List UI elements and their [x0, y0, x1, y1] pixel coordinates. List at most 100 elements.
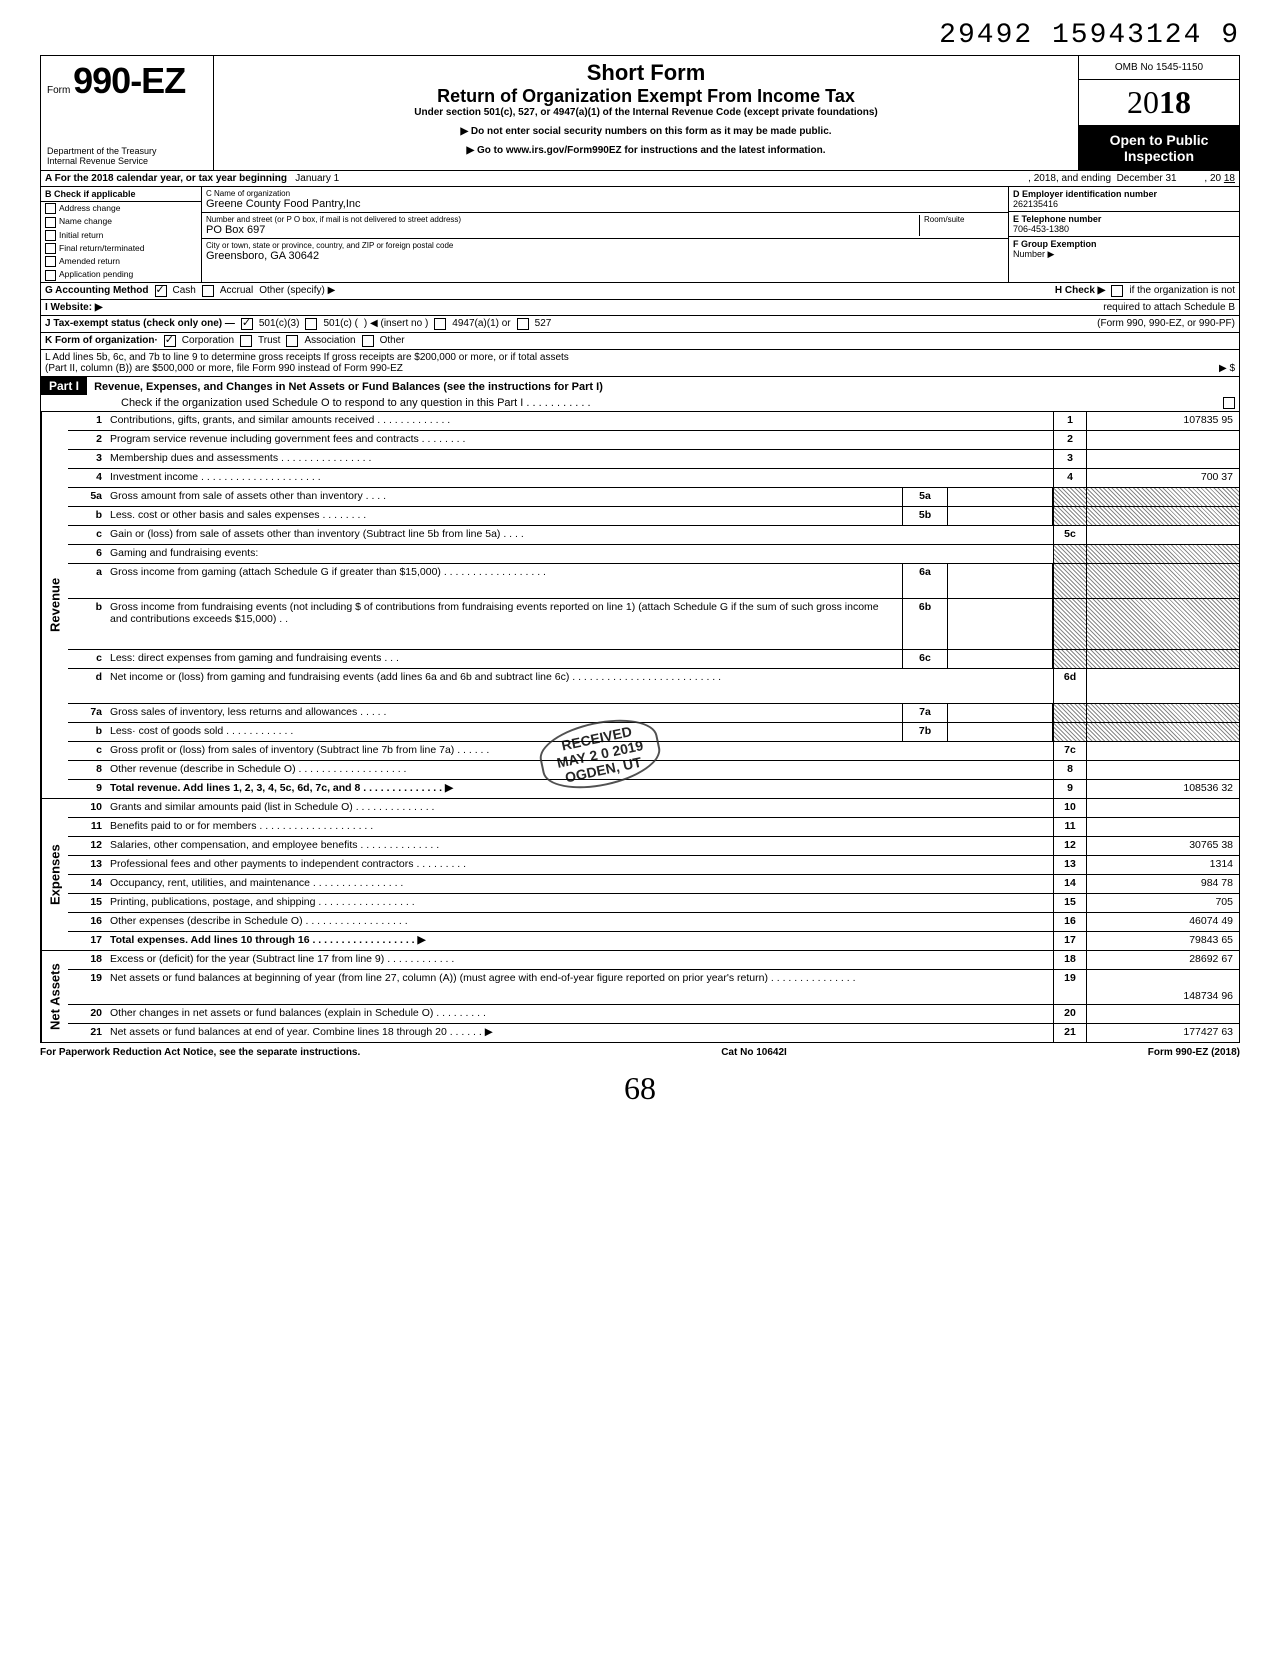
form-header: Form 990-EZ Department of the Treasury I…: [40, 55, 1240, 171]
form-prefix: Form: [47, 85, 70, 96]
line-7a-desc: Gross sales of inventory, less returns a…: [106, 704, 902, 722]
line-5a-desc: Gross amount from sale of assets other t…: [106, 488, 902, 506]
section-b: B Check if applicable Address change Nam…: [41, 187, 202, 282]
line-20-desc: Other changes in net assets or fund bala…: [106, 1005, 1053, 1023]
expenses-side-label: Expenses: [41, 799, 68, 950]
part1-header-row: Part I Revenue, Expenses, and Changes in…: [40, 377, 1240, 412]
tax-exempt-label: J Tax-exempt status (check only one) —: [45, 318, 235, 329]
trust-label: Trust: [258, 335, 280, 346]
row-a: A For the 2018 calendar year, or tax yea…: [40, 171, 1240, 187]
row-l-line2: (Part II, column (B)) are $500,000 or mo…: [45, 363, 403, 374]
row-a-prefix: A For the 2018 calendar year, or tax yea…: [45, 173, 287, 184]
year-bold: 18: [1159, 84, 1191, 120]
ein-label: D Employer identification number: [1013, 189, 1235, 199]
org-name-label: C Name of organization: [206, 189, 1004, 198]
row-g: G Accounting Method Cash Accrual Other (…: [40, 283, 1240, 300]
check-4947[interactable]: [434, 318, 446, 330]
part1-label: Part I: [41, 377, 87, 395]
line-1-desc: Contributions, gifts, grants, and simila…: [106, 412, 1053, 430]
check-association[interactable]: [286, 335, 298, 347]
line-6c-desc: Less: direct expenses from gaming and fu…: [106, 650, 902, 668]
page-footer: For Paperwork Reduction Act Notice, see …: [40, 1043, 1240, 1062]
form-number: 990-EZ: [73, 60, 185, 101]
revenue-section: Revenue 1Contributions, gifts, grants, a…: [40, 412, 1240, 799]
501c3-label: 501(c)(3): [259, 318, 300, 329]
part1-check-line: Check if the organization used Schedule …: [121, 397, 591, 409]
line-12-amount: 30765 38: [1086, 837, 1239, 855]
row-j: J Tax-exempt status (check only one) — 5…: [40, 316, 1240, 333]
check-schedule-b[interactable]: [1111, 285, 1123, 297]
form-of-org-label: K Form of organization·: [45, 335, 158, 346]
city-value: Greensboro, GA 30642: [206, 250, 1004, 262]
line-8-desc: Other revenue (describe in Schedule O) .…: [106, 761, 1053, 779]
check-trust[interactable]: [240, 335, 252, 347]
row-a-begin: January 1: [295, 173, 339, 184]
phone-label: E Telephone number: [1013, 214, 1235, 224]
line-16-desc: Other expenses (describe in Schedule O) …: [106, 913, 1053, 931]
line-13-desc: Professional fees and other payments to …: [106, 856, 1053, 874]
line-10-desc: Grants and similar amounts paid (list in…: [106, 799, 1053, 817]
handwritten-mark: 68: [40, 1070, 1240, 1107]
association-label: Association: [304, 335, 355, 346]
check-cash[interactable]: [155, 285, 167, 297]
h-text: if the organization is not: [1129, 285, 1235, 296]
check-application-pending[interactable]: Application pending: [41, 268, 201, 281]
footer-form-ref: Form 990-EZ (2018): [1148, 1047, 1240, 1058]
dept-treasury: Department of the Treasury: [47, 146, 157, 156]
addr-label: Number and street (or P O box, if mail i…: [206, 215, 919, 224]
row-a-suffix: , 20: [1204, 173, 1221, 184]
line-4-amount: 700 37: [1086, 469, 1239, 487]
line-6-desc: Gaming and fundraising events:: [106, 545, 1053, 563]
row-a-yy: 18: [1224, 173, 1235, 184]
check-other-org[interactable]: [362, 335, 374, 347]
check-schedule-o[interactable]: [1223, 397, 1235, 409]
check-501c3[interactable]: [241, 318, 253, 330]
open-public-1: Open to Public: [1083, 132, 1235, 148]
corporation-label: Corporation: [182, 335, 234, 346]
line-9-desc: Total revenue. Add lines 1, 2, 3, 4, 5c,…: [106, 780, 1053, 798]
check-address-change[interactable]: Address change: [41, 202, 201, 215]
cash-label: Cash: [173, 285, 196, 296]
line-9-amount: 108536 32: [1086, 780, 1239, 798]
check-name-change[interactable]: Name change: [41, 215, 201, 228]
line-5c-desc: Gain or (loss) from sale of assets other…: [106, 526, 1053, 544]
check-amended-return[interactable]: Amended return: [41, 255, 201, 268]
title-return: Return of Organization Exempt From Incom…: [222, 86, 1070, 107]
line-16-amount: 46074 49: [1086, 913, 1239, 931]
line-19-desc: Net assets or fund balances at beginning…: [106, 970, 1053, 1004]
check-final-return[interactable]: Final return/terminated: [41, 242, 201, 255]
org-name: Greene County Food Pantry,Inc: [206, 198, 1004, 210]
group-exemption-label: F Group Exemption: [1013, 239, 1235, 249]
section-def: D Employer identification number 2621354…: [1009, 187, 1239, 282]
line-21-desc: Net assets or fund balances at end of ye…: [106, 1024, 1053, 1042]
check-initial-return[interactable]: Initial return: [41, 229, 201, 242]
line-6b-desc: Gross income from fundraising events (no…: [106, 599, 902, 649]
section-b-header: B Check if applicable: [41, 187, 201, 202]
row-a-end: December 31: [1117, 173, 1177, 184]
footer-left: For Paperwork Reduction Act Notice, see …: [40, 1047, 360, 1058]
line-2-desc: Program service revenue including govern…: [106, 431, 1053, 449]
line-17-desc: Total expenses. Add lines 10 through 16 …: [106, 932, 1053, 950]
tax-year: 2018: [1079, 80, 1239, 126]
line-1-amount: 107835 95: [1086, 412, 1239, 430]
check-501c[interactable]: [305, 318, 317, 330]
check-corporation[interactable]: [164, 335, 176, 347]
line-7c-desc: Gross profit or (loss) from sales of inv…: [106, 742, 1053, 760]
527-label: 527: [535, 318, 552, 329]
other-specify: Other (specify) ▶: [259, 285, 335, 296]
city-label: City or town, state or province, country…: [206, 241, 1004, 250]
line-3-desc: Membership dues and assessments . . . . …: [106, 450, 1053, 468]
line-18-desc: Excess or (deficit) for the year (Subtra…: [106, 951, 1053, 969]
addr-value: PO Box 697: [206, 224, 919, 236]
check-accrual[interactable]: [202, 285, 214, 297]
subtitle: Under section 501(c), 527, or 4947(a)(1)…: [222, 107, 1070, 118]
other-org-label: Other: [380, 335, 405, 346]
4947-label: 4947(a)(1) or: [452, 318, 510, 329]
net-assets-side-label: Net Assets: [41, 951, 68, 1042]
h-cont: required to attach Schedule B: [1103, 302, 1235, 313]
501c-label: 501(c) (: [323, 318, 357, 329]
row-a-mid: , 2018, and ending: [1028, 173, 1111, 184]
h-cont2: (Form 990, 990-EZ, or 990-PF): [1097, 318, 1235, 329]
revenue-side-label: Revenue: [41, 412, 68, 798]
check-527[interactable]: [517, 318, 529, 330]
